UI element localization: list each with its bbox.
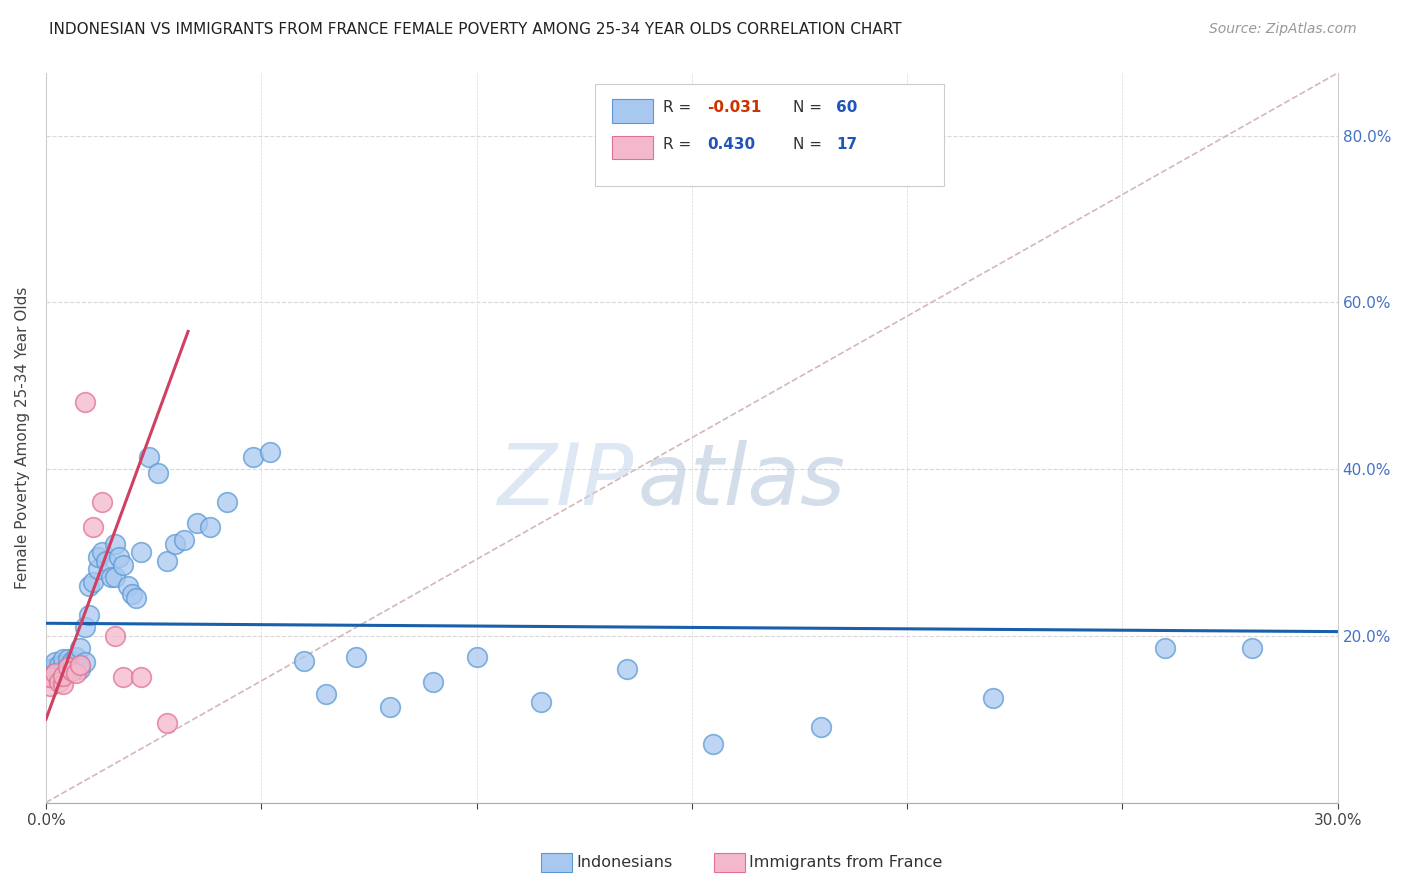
Point [65, 649, 87, 664]
Point [44, 660, 66, 674]
Point [65, 666, 87, 681]
Text: 60: 60 [837, 101, 858, 115]
Point [44, 666, 66, 681]
Point [91, 495, 114, 509]
Point [104, 537, 127, 551]
Point [315, 687, 337, 701]
Point [60, 654, 83, 668]
Point [48, 664, 70, 678]
Point [48, 657, 70, 672]
Point [380, 699, 402, 714]
Point [44, 656, 66, 670]
Point [39, 670, 62, 684]
Point [39, 679, 62, 693]
Point [77, 579, 100, 593]
Point [52, 666, 75, 681]
Point [146, 466, 169, 480]
Bar [612, 136, 652, 159]
Text: Source: ZipAtlas.com: Source: ZipAtlas.com [1209, 22, 1357, 37]
Point [198, 520, 221, 534]
Point [52, 677, 75, 691]
Point [56, 657, 79, 672]
Point [82, 574, 104, 589]
Point [465, 649, 488, 664]
Point [104, 629, 127, 643]
Text: 17: 17 [837, 137, 858, 152]
Text: INDONESIAN VS IMMIGRANTS FROM FRANCE FEMALE POVERTY AMONG 25-34 YEAR OLDS CORREL: INDONESIAN VS IMMIGRANTS FROM FRANCE FEM… [49, 22, 901, 37]
Point [530, 696, 553, 710]
Point [702, 737, 724, 751]
Point [100, 570, 122, 584]
Point [121, 587, 143, 601]
Point [112, 670, 135, 684]
Point [69, 641, 91, 656]
Point [129, 670, 152, 684]
Point [52, 669, 75, 683]
Point [86, 549, 108, 564]
Point [77, 607, 100, 622]
Point [165, 537, 187, 551]
Point [52, 657, 75, 672]
Point [1240, 641, 1263, 656]
Point [112, 558, 135, 572]
Point [129, 545, 152, 559]
Point [344, 649, 367, 664]
Point [48, 674, 70, 689]
Text: ZIP: ZIP [498, 440, 634, 523]
Point [117, 579, 139, 593]
Point [73, 395, 96, 409]
Text: Immigrants from France: Immigrants from France [749, 855, 943, 870]
Point [52, 652, 75, 666]
Text: R =: R = [664, 137, 696, 152]
Point [138, 450, 160, 464]
Point [56, 652, 79, 666]
FancyBboxPatch shape [595, 84, 943, 186]
Text: atlas: atlas [637, 440, 845, 523]
Point [60, 664, 83, 678]
Point [173, 533, 195, 547]
Point [259, 445, 281, 459]
Point [104, 570, 127, 584]
Text: 0.430: 0.430 [707, 137, 755, 152]
Y-axis label: Female Poverty Among 25-34 Year Olds: Female Poverty Among 25-34 Year Olds [15, 286, 30, 589]
Point [73, 620, 96, 634]
Point [69, 657, 91, 672]
Point [125, 591, 148, 606]
Text: N =: N = [793, 101, 827, 115]
Text: Indonesians: Indonesians [576, 855, 672, 870]
Point [73, 656, 96, 670]
Text: -0.031: -0.031 [707, 101, 762, 115]
Point [242, 450, 264, 464]
Point [616, 662, 638, 676]
Point [56, 660, 79, 674]
Point [155, 716, 177, 731]
Text: R =: R = [664, 101, 696, 115]
Point [39, 662, 62, 676]
Point [44, 666, 66, 681]
Point [292, 654, 315, 668]
Point [82, 520, 104, 534]
Point [1154, 641, 1177, 656]
Point [155, 554, 177, 568]
Point [810, 721, 832, 735]
Point [215, 495, 238, 509]
Bar [612, 99, 652, 122]
Point [91, 545, 114, 559]
Point [60, 662, 83, 676]
Point [39, 670, 62, 684]
Point [65, 657, 87, 672]
Point [108, 549, 131, 564]
Point [86, 562, 108, 576]
Text: N =: N = [793, 137, 827, 152]
Point [96, 554, 118, 568]
Point [48, 670, 70, 684]
Point [186, 516, 208, 531]
Point [422, 674, 444, 689]
Point [981, 691, 1004, 706]
Point [69, 662, 91, 676]
